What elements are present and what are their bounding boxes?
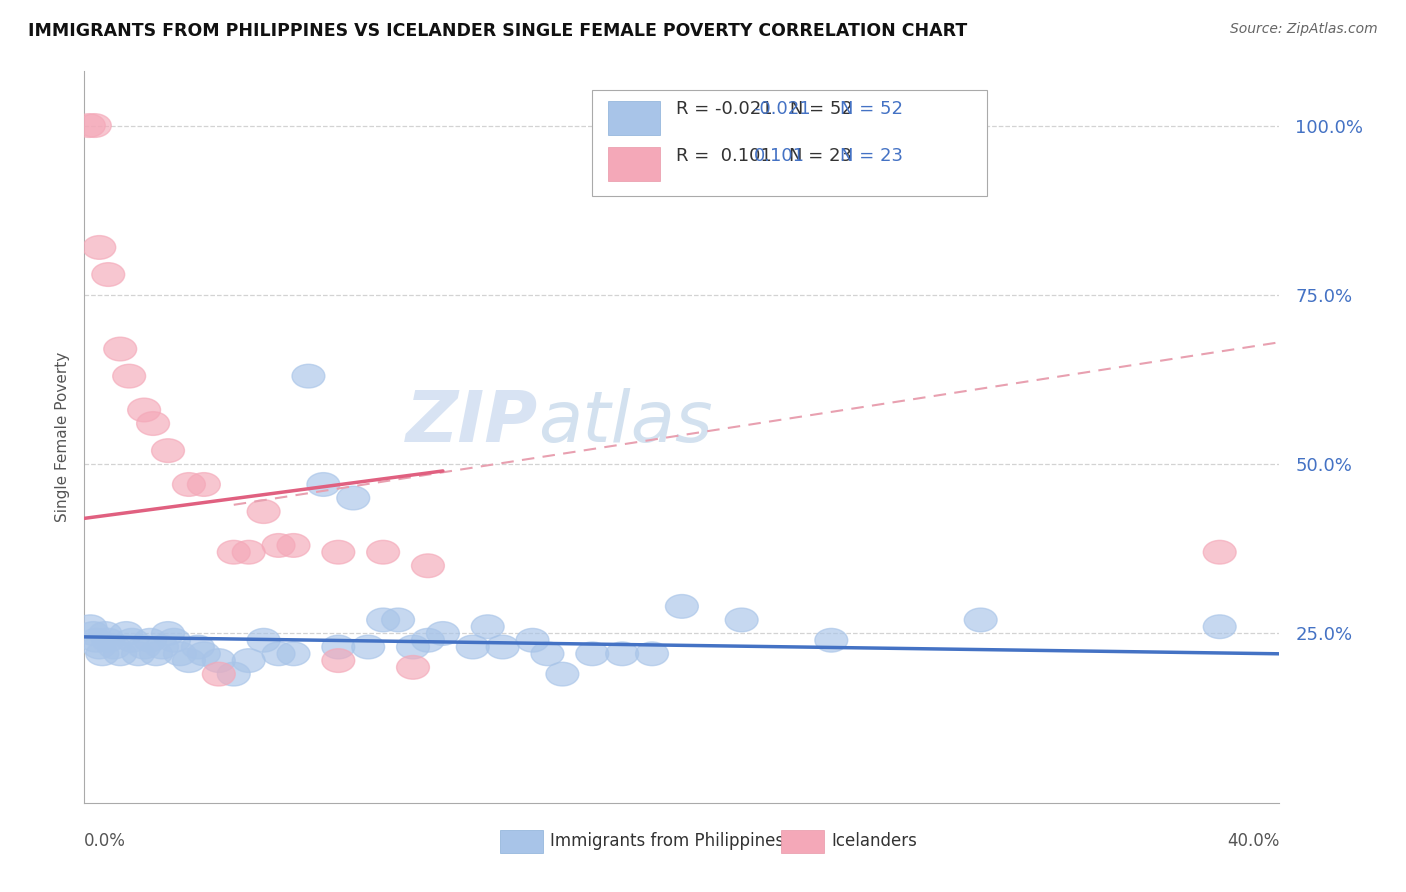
Ellipse shape: [173, 648, 205, 673]
Ellipse shape: [322, 541, 354, 564]
Ellipse shape: [471, 615, 505, 639]
Ellipse shape: [98, 635, 131, 659]
Ellipse shape: [202, 662, 235, 686]
Ellipse shape: [104, 337, 136, 361]
Text: Source: ZipAtlas.com: Source: ZipAtlas.com: [1230, 22, 1378, 37]
Ellipse shape: [381, 608, 415, 632]
Ellipse shape: [546, 662, 579, 686]
Ellipse shape: [91, 628, 125, 652]
Text: ZIP: ZIP: [406, 388, 538, 457]
Ellipse shape: [134, 628, 166, 652]
Ellipse shape: [104, 642, 136, 665]
Text: IMMIGRANTS FROM PHILIPPINES VS ICELANDER SINGLE FEMALE POVERTY CORRELATION CHART: IMMIGRANTS FROM PHILIPPINES VS ICELANDER…: [28, 22, 967, 40]
Ellipse shape: [152, 439, 184, 462]
Ellipse shape: [163, 642, 197, 665]
Ellipse shape: [486, 635, 519, 659]
Ellipse shape: [412, 628, 444, 652]
Ellipse shape: [247, 628, 280, 652]
Ellipse shape: [815, 628, 848, 652]
Ellipse shape: [91, 262, 125, 286]
Ellipse shape: [576, 642, 609, 665]
Ellipse shape: [157, 628, 190, 652]
Text: Immigrants from Philippines: Immigrants from Philippines: [551, 832, 785, 850]
Ellipse shape: [202, 648, 235, 673]
FancyBboxPatch shape: [607, 102, 661, 135]
Ellipse shape: [80, 628, 112, 652]
Ellipse shape: [247, 500, 280, 524]
Ellipse shape: [122, 642, 155, 665]
Ellipse shape: [187, 642, 221, 665]
Ellipse shape: [292, 364, 325, 388]
Ellipse shape: [262, 642, 295, 665]
Ellipse shape: [277, 642, 309, 665]
Text: -0.021: -0.021: [754, 100, 811, 118]
Ellipse shape: [181, 635, 214, 659]
Ellipse shape: [218, 662, 250, 686]
Ellipse shape: [262, 533, 295, 558]
Ellipse shape: [73, 113, 105, 137]
Ellipse shape: [218, 541, 250, 564]
Ellipse shape: [128, 635, 160, 659]
Text: N = 52: N = 52: [839, 100, 903, 118]
Ellipse shape: [173, 473, 205, 496]
FancyBboxPatch shape: [592, 90, 987, 195]
Ellipse shape: [86, 642, 118, 665]
Ellipse shape: [396, 656, 429, 679]
Ellipse shape: [110, 622, 142, 645]
Y-axis label: Single Female Poverty: Single Female Poverty: [55, 352, 70, 522]
FancyBboxPatch shape: [501, 830, 543, 854]
Ellipse shape: [307, 473, 340, 496]
Ellipse shape: [75, 615, 107, 639]
Ellipse shape: [1204, 541, 1236, 564]
FancyBboxPatch shape: [782, 830, 824, 854]
Ellipse shape: [152, 622, 184, 645]
Text: 0.0%: 0.0%: [84, 832, 127, 850]
Ellipse shape: [412, 554, 444, 578]
Ellipse shape: [367, 541, 399, 564]
Ellipse shape: [187, 473, 221, 496]
Text: R =  0.101   N = 23: R = 0.101 N = 23: [676, 147, 852, 165]
Ellipse shape: [115, 628, 149, 652]
Ellipse shape: [89, 622, 122, 645]
FancyBboxPatch shape: [607, 147, 661, 181]
Ellipse shape: [128, 398, 160, 422]
Ellipse shape: [277, 533, 309, 558]
Text: Icelanders: Icelanders: [831, 832, 917, 850]
Ellipse shape: [367, 608, 399, 632]
Ellipse shape: [665, 595, 699, 618]
Text: N = 23: N = 23: [839, 147, 903, 165]
Ellipse shape: [83, 235, 115, 260]
Ellipse shape: [352, 635, 385, 659]
Ellipse shape: [79, 113, 111, 137]
Ellipse shape: [457, 635, 489, 659]
Ellipse shape: [606, 642, 638, 665]
Ellipse shape: [112, 364, 146, 388]
Text: R = -0.021   N = 52: R = -0.021 N = 52: [676, 100, 853, 118]
Ellipse shape: [77, 622, 110, 645]
Ellipse shape: [83, 635, 115, 659]
Ellipse shape: [636, 642, 668, 665]
Text: 40.0%: 40.0%: [1227, 832, 1279, 850]
Ellipse shape: [337, 486, 370, 510]
Ellipse shape: [516, 628, 548, 652]
Ellipse shape: [725, 608, 758, 632]
Ellipse shape: [396, 635, 429, 659]
Ellipse shape: [965, 608, 997, 632]
Text: atlas: atlas: [538, 388, 713, 457]
Ellipse shape: [146, 635, 179, 659]
Ellipse shape: [322, 635, 354, 659]
Ellipse shape: [136, 412, 170, 435]
Ellipse shape: [1204, 615, 1236, 639]
Ellipse shape: [232, 648, 266, 673]
Ellipse shape: [531, 642, 564, 665]
Ellipse shape: [139, 642, 173, 665]
Ellipse shape: [322, 648, 354, 673]
Text: 0.101: 0.101: [754, 147, 804, 165]
Ellipse shape: [426, 622, 460, 645]
Ellipse shape: [232, 541, 266, 564]
